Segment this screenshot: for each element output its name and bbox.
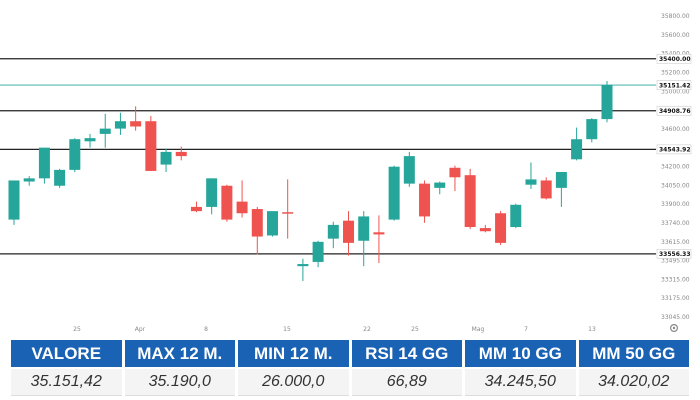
candle-body xyxy=(145,121,157,171)
candlestick-chart: 35800.00 35600.00 35400.00 35200.00 35000.00… xyxy=(0,13,692,333)
value-mm-50gg: 34.020,02 xyxy=(578,369,689,396)
x-tick-label: 8 xyxy=(204,326,208,333)
level-tag-label: 35400.00 xyxy=(659,56,691,63)
value-valore: 35.151,42 xyxy=(11,369,122,396)
y-tick-label: 33175.00 xyxy=(661,295,690,302)
candle-body xyxy=(510,204,522,228)
header-valore: VALORE xyxy=(11,340,122,367)
x-tick-label: 25 xyxy=(73,326,81,333)
chart-area: 35800.00 35600.00 35400.00 35200.00 35000.00… xyxy=(0,13,692,333)
candle-body xyxy=(525,179,537,185)
x-tick-label: 25 xyxy=(411,326,419,333)
candle-body xyxy=(38,147,50,179)
y-tick-label: 35000.00 xyxy=(661,88,690,95)
stats-value-row: 35.151,42 35.190,0 26.000,0 66,89 34.245… xyxy=(11,369,689,396)
candle-body xyxy=(282,212,294,214)
level-tag xyxy=(656,80,692,90)
header-mm-10gg: MM 10 GG xyxy=(465,340,576,367)
value-rsi-14gg: 66,89 xyxy=(351,369,462,396)
candle-body xyxy=(23,178,35,182)
candle-body xyxy=(495,213,507,243)
y-tick-label: 33615.00 xyxy=(661,239,690,246)
candle-body xyxy=(160,151,172,165)
candle-body xyxy=(175,151,187,157)
candle-body xyxy=(373,232,385,235)
y-tick-label: 33740.00 xyxy=(661,220,690,227)
level-tag xyxy=(656,144,692,155)
gear-icon[interactable] xyxy=(669,323,679,333)
y-tick-label: 35200.00 xyxy=(661,69,690,76)
x-tick-label: 15 xyxy=(283,326,291,333)
candle-body xyxy=(206,178,218,207)
candle-body xyxy=(297,264,309,267)
y-tick-label: 33045.00 xyxy=(661,314,690,321)
candle-body xyxy=(236,201,248,214)
level-tag-label: 35151.42 xyxy=(659,82,691,89)
candle-body xyxy=(114,121,126,129)
y-tick-label: 34200.00 xyxy=(661,164,690,171)
value-mm-10gg: 34.245,50 xyxy=(465,369,576,396)
candle-body xyxy=(69,139,81,170)
level-tag-label: 34543.92 xyxy=(659,147,691,154)
candle-body xyxy=(343,220,355,243)
x-tick-label: 22 xyxy=(363,326,371,333)
header-max-12m: MAX 12 M. xyxy=(124,340,235,367)
candle-body xyxy=(312,241,324,262)
x-tick-label: Apr xyxy=(135,326,146,333)
candle-body xyxy=(586,119,598,140)
x-tick-label: Mag xyxy=(472,326,485,333)
candle-body xyxy=(266,211,278,236)
candle-body xyxy=(251,209,263,237)
candle-body xyxy=(403,156,415,184)
y-tick-label: 35800.00 xyxy=(661,13,690,20)
candle-body xyxy=(540,180,552,199)
candle-body xyxy=(388,166,400,220)
level-tag xyxy=(656,53,692,64)
candle-body xyxy=(601,85,613,120)
candle-body xyxy=(419,183,431,217)
y-tick-label: 33315.00 xyxy=(661,276,690,283)
level-tag xyxy=(656,249,692,259)
y-tick-label: 34600.00 xyxy=(661,126,690,133)
stats-table: VALORE MAX 12 M. MIN 12 M. RSI 14 GG MM … xyxy=(8,338,692,398)
value-min-12m: 26.000,0 xyxy=(238,369,349,396)
candle-body xyxy=(130,121,142,127)
y-tick-label: 33495.00 xyxy=(661,258,690,265)
x-tick-label: 13 xyxy=(588,326,596,333)
stats-header-row: VALORE MAX 12 M. MIN 12 M. RSI 14 GG MM … xyxy=(11,340,689,367)
candle-body xyxy=(555,171,567,188)
header-min-12m: MIN 12 M. xyxy=(238,340,349,367)
candle-body xyxy=(464,175,476,228)
y-tick-label: 35600.00 xyxy=(661,32,690,39)
candle-body xyxy=(571,139,583,160)
level-tag xyxy=(656,105,692,116)
y-tick-label: 33900.00 xyxy=(661,201,690,208)
candle-body xyxy=(358,216,370,241)
candle-body xyxy=(449,167,461,178)
header-rsi-14gg: RSI 14 GG xyxy=(351,340,462,367)
candle-body xyxy=(221,185,233,220)
level-tag-label: 34908.76 xyxy=(659,108,691,115)
candle-body xyxy=(8,180,20,220)
candle-body xyxy=(84,138,96,142)
header-mm-50gg: MM 50 GG xyxy=(578,340,689,367)
candle-body xyxy=(434,182,446,188)
x-tick-label: 7 xyxy=(524,326,528,333)
candle-body xyxy=(54,169,66,186)
candle-body xyxy=(327,224,339,239)
y-tick-label: 34050.00 xyxy=(661,182,690,189)
candle-body xyxy=(479,228,491,232)
value-max-12m: 35.190,0 xyxy=(124,369,235,396)
candle-body xyxy=(190,206,202,212)
candle-body xyxy=(99,128,111,134)
level-tag-label: 33556.33 xyxy=(659,251,691,258)
